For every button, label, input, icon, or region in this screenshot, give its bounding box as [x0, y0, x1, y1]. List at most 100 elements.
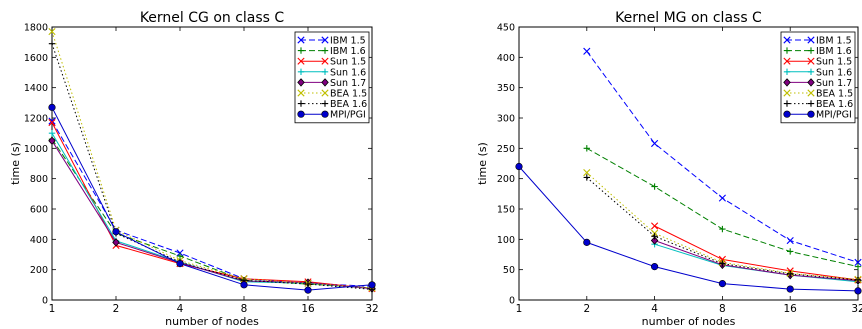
x-tick-label: 4 — [177, 303, 184, 315]
data-point — [787, 248, 794, 255]
y-tick-label: 0 — [42, 296, 48, 307]
data-point — [718, 255, 726, 263]
legend-label: BEA 1.6 — [330, 99, 367, 110]
y-tick-label: 1400 — [24, 83, 48, 94]
legend-marker — [321, 89, 329, 97]
data-point — [583, 145, 590, 152]
legend-box — [294, 31, 370, 124]
legend-marker — [321, 110, 329, 118]
legend-label: BEA 1.5 — [330, 89, 367, 100]
series-ibm-1-6 — [583, 145, 862, 270]
data-point — [854, 258, 862, 266]
y-axis-label: time (s) — [476, 142, 489, 185]
legend-marker — [807, 57, 815, 65]
data-point — [719, 225, 726, 233]
legend-marker — [297, 110, 305, 118]
y-tick-label: 600 — [30, 205, 48, 216]
y-tick-label: 50 — [503, 265, 515, 276]
legend-marker — [783, 110, 791, 118]
x-tick-label: 8 — [719, 303, 726, 315]
series-ibm-1-5 — [583, 47, 862, 266]
data-point — [583, 47, 591, 55]
data-point — [583, 174, 590, 181]
legend-marker — [321, 47, 329, 54]
legend-label: IBM 1.5 — [816, 36, 852, 47]
data-point — [854, 263, 862, 270]
x-tick-label: 16 — [784, 303, 798, 315]
x-axis-label: number of nodes — [165, 315, 259, 328]
y-tick-label: 1800 — [24, 23, 48, 34]
data-point — [48, 103, 56, 111]
chart-2: 0 50 100 150 200 250 300 350 400 450 1 2 4 8 16 32 numbe… — [476, 10, 862, 328]
x-tick-label: 1 — [516, 303, 523, 315]
series-bea-1-5 — [48, 27, 376, 292]
data-point — [786, 285, 794, 293]
legend-marker — [321, 78, 329, 87]
legend-box — [780, 31, 856, 124]
legend-marker — [807, 78, 815, 87]
legend-label: IBM 1.5 — [330, 36, 366, 47]
x-tick-label: 2 — [113, 303, 120, 315]
data-point — [719, 260, 726, 267]
x-tick-label: 2 — [583, 303, 590, 315]
data-point — [48, 27, 56, 36]
chart-title: Kernel CG on class C — [140, 10, 285, 26]
data-point — [304, 286, 312, 294]
x-axis-label: number of nodes — [642, 315, 736, 328]
y-tick-label: 150 — [497, 205, 515, 216]
series-mpi-pgi — [48, 103, 376, 294]
legend-label: IBM 1.6 — [816, 46, 852, 57]
data-point — [112, 238, 120, 247]
x-tick-label: 32 — [365, 303, 378, 315]
legend-marker — [783, 68, 791, 75]
legend-marker — [807, 89, 815, 97]
legend-label: Sun 1.7 — [816, 78, 852, 89]
data-point — [368, 281, 376, 289]
y-tick-label: 200 — [30, 265, 48, 276]
y-tick-label: 1000 — [24, 144, 48, 155]
chart-1: 0 200 400 600 800 1000 1200 1400 1600 1800 1 2 4 8 16 3… — [9, 10, 379, 328]
series-line — [51, 31, 373, 289]
legend-marker — [807, 36, 815, 44]
data-point — [651, 233, 658, 240]
data-point — [650, 263, 659, 271]
data-point — [650, 236, 659, 245]
legend-marker — [297, 36, 305, 44]
data-point — [112, 228, 120, 236]
data-point — [176, 260, 184, 268]
legend-marker — [783, 89, 791, 97]
y-tick-label: 250 — [497, 144, 515, 155]
legend-marker — [297, 68, 305, 75]
data-point — [651, 183, 658, 190]
data-point — [48, 40, 56, 47]
legend-marker — [783, 36, 791, 44]
data-point — [718, 280, 727, 288]
data-point — [515, 162, 523, 171]
data-point — [854, 276, 862, 284]
legend-marker — [807, 47, 815, 54]
series-line — [51, 107, 373, 291]
data-point — [854, 287, 862, 295]
legend-marker — [807, 110, 815, 118]
series-line — [518, 166, 859, 292]
y-tick-label: 100 — [497, 235, 515, 246]
series-line — [654, 225, 859, 281]
legend-marker — [807, 68, 815, 75]
data-point — [48, 118, 56, 127]
chart-title: Kernel MG on class C — [615, 10, 762, 26]
data-point — [651, 222, 659, 230]
y-tick-label: 0 — [509, 296, 515, 307]
x-tick-label: 1 — [49, 303, 56, 315]
legend-marker — [297, 47, 305, 54]
legend-label: MPI/PGI — [330, 110, 366, 121]
series-line — [654, 240, 859, 282]
y-tick-label: 350 — [497, 83, 515, 94]
data-point — [583, 238, 591, 246]
legend-marker — [807, 100, 815, 107]
data-point — [651, 139, 659, 148]
legend-label: Sun 1.7 — [330, 78, 366, 89]
y-tick-label: 300 — [497, 114, 515, 125]
legend-marker — [783, 57, 791, 65]
